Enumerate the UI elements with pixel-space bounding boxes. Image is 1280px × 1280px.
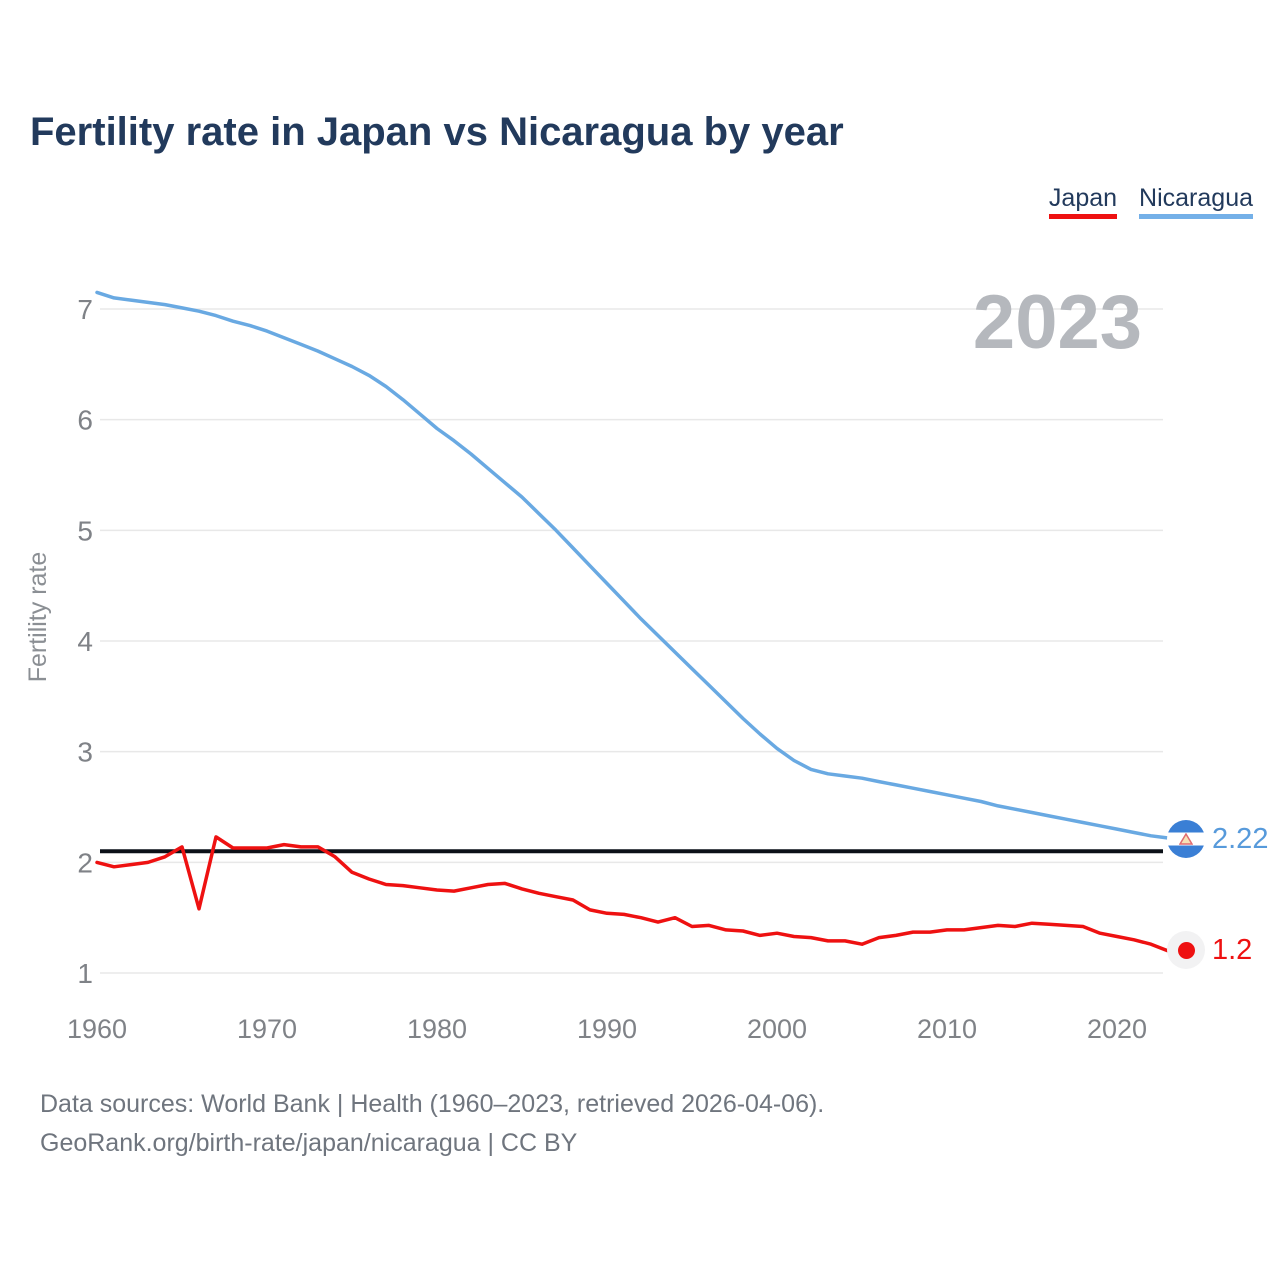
japan-end-value: 1.2 [1212,933,1253,966]
nicaragua-end-label: 2.22 [1167,820,1268,858]
page-title: Fertility rate in Japan vs Nicaragua by … [30,110,844,154]
x-tick-label: 1970 [237,1014,297,1044]
data-source-footer: Data sources: World Bank | Health (1960–… [40,1085,824,1163]
nicaragua-flag-emblem [1179,833,1193,845]
japan-flag-sun-disc [1177,941,1195,959]
legend-item-japan[interactable]: Japan [1048,186,1118,219]
japan-series-line [95,835,1170,953]
x-tick-label: 1980 [407,1014,467,1044]
japan-flag-icon [1167,931,1205,969]
y-tick-label: 6 [77,405,93,436]
y-tick-label: 3 [77,737,93,768]
y-tick-label: 7 [77,294,93,325]
y-tick-label: 2 [77,847,93,878]
y-tick-label: 1 [77,958,93,989]
x-tick-label: 2010 [917,1014,977,1044]
y-tick-label: 5 [77,515,93,546]
footer-attribution-line: GeoRank.org/birth-rate/japan/nicaragua |… [40,1129,578,1157]
legend-item-nicaragua[interactable]: Nicaragua [1139,186,1253,219]
x-tick-label: 2000 [747,1014,807,1044]
legend: Japan Nicaragua [1048,186,1253,219]
y-axis-label: Fertility rate [24,552,52,683]
japan-end-label: 1.2 [1167,931,1252,969]
x-tick-label: 1990 [577,1014,637,1044]
y-tick-label: 4 [77,626,93,657]
nicaragua-series-line [95,290,1170,840]
watermark-year: 2023 [973,280,1142,365]
nicaragua-flag-icon [1167,820,1205,858]
x-tick-label: 2020 [1087,1014,1147,1044]
nicaragua-end-value: 2.22 [1212,822,1269,855]
x-tick-label: 1960 [67,1014,127,1044]
footer-sources-line: Data sources: World Bank | Health (1960–… [40,1090,825,1118]
